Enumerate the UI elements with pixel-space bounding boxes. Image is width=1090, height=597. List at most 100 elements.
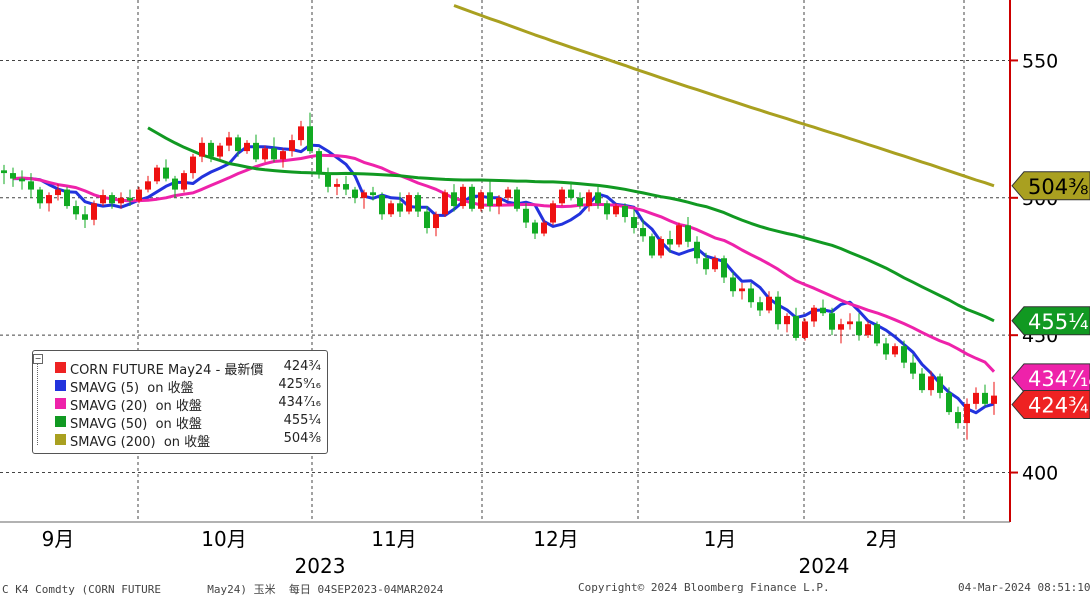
- candle-body: [388, 203, 394, 215]
- candle-body: [433, 214, 439, 229]
- candle-body: [442, 192, 448, 215]
- candle-body: [631, 217, 637, 229]
- legend-label: SMAVG (200) on 收盤: [70, 435, 211, 450]
- candle-body: [208, 142, 214, 157]
- candle-body: [235, 137, 241, 152]
- y-tick-label: 400: [1022, 463, 1058, 485]
- x-tick-label: 11月: [371, 527, 416, 551]
- candle-body: [649, 236, 655, 256]
- series-line: [453, 4, 995, 188]
- candle-body: [415, 195, 421, 212]
- candle-body: [154, 167, 160, 182]
- candle-body: [640, 228, 646, 237]
- candle-body: [280, 151, 286, 160]
- candle-body: [964, 403, 970, 424]
- candle-body: [397, 203, 403, 212]
- legend-label: SMAVG (5) on 收盤: [70, 381, 194, 396]
- x-tick-label: 10月: [201, 527, 246, 551]
- candle-body: [325, 173, 331, 187]
- price-tag: [1011, 390, 1090, 420]
- candle-body: [289, 140, 295, 152]
- candle-body: [262, 148, 268, 160]
- candle-body: [424, 211, 430, 229]
- candle-body: [361, 192, 367, 198]
- candle-body: [784, 315, 790, 325]
- candle-body: [370, 192, 376, 196]
- legend: − CORN FUTURE May24 - 最新價 424¾ SMAVG (5)…: [32, 350, 328, 454]
- footer-ticker: C K4 Comdty (CORN FUTURE May24) 玉米 每日 04…: [2, 583, 444, 596]
- candle-body: [487, 192, 493, 207]
- candle-body: [496, 197, 502, 207]
- price-tag-label: 434⁷⁄₁₆: [1028, 367, 1090, 391]
- price-tag: [1011, 171, 1090, 201]
- candle-body: [136, 189, 142, 201]
- legend-label: CORN FUTURE May24 - 最新價: [70, 363, 264, 378]
- candle-body: [568, 189, 574, 198]
- candle-body: [739, 288, 745, 292]
- candle-body: [658, 239, 664, 256]
- candle-body: [145, 181, 151, 190]
- legend-value: 455¼: [283, 413, 321, 428]
- candle-body: [883, 343, 889, 355]
- candle-body: [181, 173, 187, 190]
- legend-tree-line: [37, 355, 46, 445]
- candle-body: [865, 324, 871, 336]
- candle-body: [577, 197, 583, 207]
- legend-item: SMAVG (200) on 收盤 504⅜: [33, 431, 327, 450]
- candle-body: [514, 189, 520, 209]
- candle-body: [829, 313, 835, 330]
- candle-body: [622, 206, 628, 218]
- candle-body: [676, 225, 682, 245]
- legend-label: SMAVG (20) on 收盤: [70, 399, 202, 414]
- series-line: [12, 153, 996, 373]
- candle-body: [694, 241, 700, 259]
- legend-collapse-icon[interactable]: −: [33, 354, 43, 364]
- candle-body: [757, 302, 763, 311]
- price-tag-label: 455¼: [1028, 310, 1088, 334]
- candle-body: [460, 186, 466, 207]
- candle-body: [91, 203, 97, 220]
- candle-body: [793, 315, 799, 338]
- candle-body: [748, 288, 754, 303]
- candle-body: [820, 307, 826, 314]
- candle-body: [316, 151, 322, 174]
- candle-body: [1, 170, 7, 174]
- candle-body: [802, 321, 808, 338]
- candle-body: [406, 195, 412, 212]
- candle-body: [28, 181, 34, 190]
- candle-body: [811, 307, 817, 322]
- candle-body: [721, 258, 727, 278]
- candle-body: [217, 145, 223, 157]
- candle-body: [73, 206, 79, 215]
- candle-body: [991, 395, 997, 404]
- candle-body: [109, 195, 115, 204]
- price-tag: [1011, 306, 1090, 336]
- footer-copyright: Copyright© 2024 Bloomberg Finance L.P.: [578, 581, 830, 594]
- legend-label: SMAVG (50) on 收盤: [70, 417, 202, 432]
- x-tick-label: 12月: [533, 527, 578, 551]
- candle-body: [172, 178, 178, 190]
- candle-body: [100, 195, 106, 204]
- candle-body: [838, 324, 844, 330]
- candle-body: [199, 142, 205, 157]
- candle-body: [559, 189, 565, 204]
- candle-body: [874, 324, 880, 344]
- candle-body: [919, 373, 925, 391]
- candle-body: [343, 184, 349, 190]
- candle-body: [613, 206, 619, 215]
- candle-body: [163, 167, 169, 179]
- candle-body: [892, 346, 898, 355]
- candle-body: [982, 392, 988, 404]
- candle-body: [127, 197, 133, 201]
- candle-body: [190, 156, 196, 174]
- chart-svg: 400450500550504⅜455¼434⁷⁄₁₆424¾9月10月11月1…: [0, 0, 1090, 578]
- candle-body: [307, 126, 313, 152]
- candle-body: [973, 392, 979, 404]
- legend-value: 434⁷⁄₁₆: [278, 395, 321, 410]
- candle-body: [730, 277, 736, 292]
- candle-body: [64, 189, 70, 207]
- candle-body: [226, 137, 232, 146]
- candle-body: [766, 296, 772, 311]
- candle-body: [505, 189, 511, 198]
